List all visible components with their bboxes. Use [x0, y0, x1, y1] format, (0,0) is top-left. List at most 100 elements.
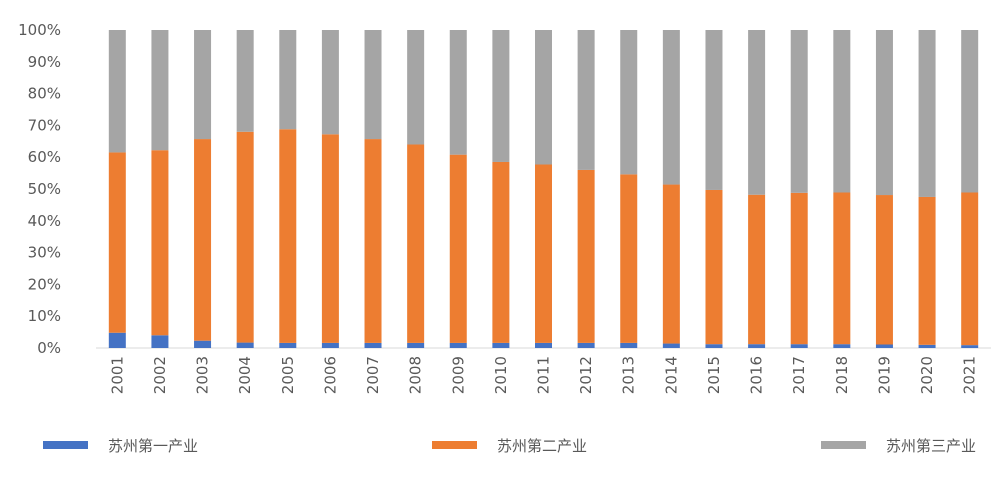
x-tick-label: 2011 — [535, 356, 553, 394]
legend: 苏州第一产业 苏州第二产业 苏州第三产业 — [43, 437, 976, 455]
bar-2001-series-1 — [108, 332, 126, 348]
bar-2008-series-1 — [407, 342, 425, 348]
bar-2014-series-1 — [662, 343, 680, 348]
x-tick-label: 2017 — [790, 356, 808, 394]
legend-swatch-3 — [821, 441, 866, 449]
bar-2002-series-1 — [151, 335, 169, 348]
x-tick-label: 2014 — [662, 356, 680, 394]
bar-2010-series-3 — [492, 30, 510, 162]
y-tick-label: 50% — [28, 180, 61, 198]
bar-2019-series-2 — [875, 195, 893, 345]
bar-2009-series-3 — [449, 30, 467, 155]
bar-2020-series-2 — [918, 196, 936, 345]
x-tick-label: 2012 — [577, 356, 595, 394]
bar-2010-series-2 — [492, 161, 510, 343]
bar-2011-series-2 — [535, 164, 552, 343]
bar-2002-series-3 — [151, 30, 169, 151]
x-tick-label: 2009 — [449, 356, 467, 394]
x-tick-label: 2019 — [875, 356, 893, 394]
x-tick-label: 2015 — [705, 356, 723, 394]
bar-2003-series-3 — [194, 30, 212, 140]
x-tick-label: 2004 — [236, 356, 254, 394]
legend-swatch-2 — [432, 441, 477, 449]
bar-2020-series-1 — [918, 344, 936, 348]
bar-2002-series-2 — [151, 150, 169, 336]
bar-2015-series-3 — [705, 30, 723, 190]
y-tick-label: 80% — [28, 85, 61, 103]
bar-2009-series-1 — [449, 342, 467, 348]
x-tick-label: 2018 — [833, 356, 851, 394]
bar-2006-series-3 — [321, 30, 339, 135]
bar-2015-series-2 — [705, 189, 723, 345]
legend-label-1: 苏州第一产业 — [108, 437, 198, 455]
bar-2012-series-1 — [577, 342, 595, 348]
x-tick-label: 2001 — [108, 356, 126, 394]
bar-2018-series-1 — [833, 344, 851, 348]
y-tick-label: 90% — [28, 53, 61, 71]
bar-2005-series-1 — [279, 342, 297, 348]
x-tick-label: 2021 — [961, 356, 979, 394]
x-axis-ticks: 2001 2002 2003 2004 2005 2006 2007 2008 2009 2010… — [108, 356, 978, 394]
y-tick-label: 40% — [28, 212, 61, 230]
bar-2020-series-3 — [918, 30, 936, 197]
y-tick-label: 60% — [28, 148, 61, 166]
bar-2013-series-3 — [620, 30, 638, 175]
bar-2021-series-2 — [961, 192, 979, 346]
bar-2004-series-3 — [236, 30, 254, 132]
bar-2012-series-2 — [577, 169, 595, 343]
bar-2014-series-3 — [662, 30, 680, 185]
bar-2007-series-2 — [364, 139, 382, 343]
x-tick-label: 2013 — [620, 356, 638, 394]
x-tick-label: 2002 — [151, 356, 169, 394]
bar-2014-series-2 — [662, 184, 680, 344]
bar-2008-series-2 — [407, 144, 425, 343]
bars-group — [108, 30, 979, 348]
bar-2021-series-1 — [961, 345, 979, 348]
y-tick-label: 20% — [28, 275, 61, 293]
x-tick-label: 2008 — [407, 356, 425, 394]
x-tick-label: 2006 — [321, 356, 339, 394]
bar-2019-series-3 — [875, 30, 893, 196]
bar-2016-series-2 — [748, 194, 766, 345]
bar-2004-series-2 — [236, 131, 254, 343]
bar-2017-series-2 — [790, 192, 808, 345]
legend-label-3: 苏州第三产业 — [886, 437, 976, 455]
bar-2006-series-2 — [321, 134, 339, 343]
bar-2016-series-1 — [748, 344, 766, 348]
bar-2011-series-3 — [535, 30, 552, 165]
bar-2007-series-3 — [364, 30, 382, 140]
bar-2008-series-3 — [407, 30, 425, 145]
x-tick-label: 2016 — [748, 356, 766, 394]
bar-2011-series-1 — [535, 342, 552, 348]
bar-2012-series-3 — [577, 30, 595, 170]
y-axis-ticks: 0% 10% 20% 30% 40% 50% 60% 70% 80% 90% 100% — [18, 21, 61, 357]
y-tick-label: 0% — [37, 339, 61, 357]
x-tick-label: 2003 — [194, 356, 212, 394]
bar-2006-series-1 — [321, 342, 339, 348]
bar-2017-series-3 — [790, 30, 808, 193]
bar-2009-series-2 — [449, 154, 467, 343]
bar-2003-series-1 — [194, 340, 212, 348]
legend-swatch-1 — [43, 441, 88, 449]
x-tick-label: 2010 — [492, 356, 510, 394]
bar-2021-series-3 — [961, 30, 979, 193]
bar-2013-series-2 — [620, 174, 638, 343]
bar-2005-series-2 — [279, 129, 297, 343]
x-tick-label: 2007 — [364, 356, 382, 394]
bar-2004-series-1 — [236, 342, 254, 348]
y-tick-label: 70% — [28, 116, 61, 134]
bar-2005-series-3 — [279, 30, 297, 130]
x-tick-label: 2005 — [279, 356, 297, 394]
bar-2016-series-3 — [748, 30, 766, 195]
bar-2001-series-3 — [108, 30, 126, 153]
bar-2018-series-2 — [833, 192, 851, 345]
x-tick-label: 2020 — [918, 356, 936, 394]
bar-2001-series-2 — [108, 152, 126, 333]
bar-2015-series-1 — [705, 344, 723, 348]
legend-label-2: 苏州第二产业 — [497, 437, 587, 455]
bar-2007-series-1 — [364, 342, 382, 348]
y-tick-label: 10% — [28, 307, 61, 325]
bar-2013-series-1 — [620, 342, 638, 348]
